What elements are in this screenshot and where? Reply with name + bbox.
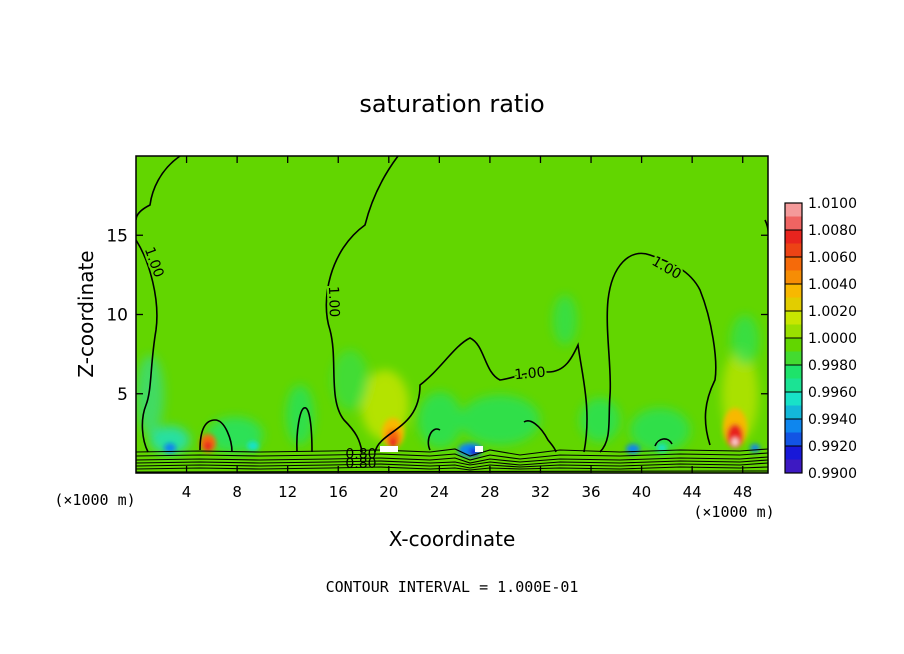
colorbar-segment-blend	[785, 432, 802, 447]
y-tick-label: 10	[106, 306, 128, 326]
colorbar-segment-blend	[785, 459, 802, 474]
x-tick-label: 40	[632, 483, 651, 501]
colorbar-label: 0.9920	[808, 439, 857, 455]
colorbar-label: 1.0080	[808, 223, 857, 239]
colorbar-segment-blend	[785, 297, 802, 312]
y-tick-label: 5	[117, 385, 128, 405]
x-tick-label: 20	[379, 483, 398, 501]
colorbar-segment	[785, 257, 802, 285]
x-tick-label: 32	[531, 483, 550, 501]
contour-label: 1.00	[514, 365, 546, 384]
colorbar-label: 0.9940	[808, 412, 857, 428]
y-axis-label: Z-coordinate	[74, 250, 98, 377]
colorbar-segment-blend	[785, 216, 802, 231]
contour-interval-note: CONTOUR INTERVAL = 1.000E-01	[326, 578, 579, 596]
x-tick-label: 48	[733, 483, 752, 501]
x-axis-label: X-coordinate	[389, 527, 516, 551]
colorbar: 1.0100 1.0080 1.0060 1.0040 1.0020 1.0000 0.99…	[784, 196, 857, 482]
x-unit-right: (×1000 m)	[693, 503, 774, 521]
colorbar-label: 1.0020	[808, 304, 857, 320]
contour-lines-1-00	[136, 156, 768, 453]
colorbar-segment	[785, 284, 802, 312]
colorbar-label: 0.9960	[808, 385, 857, 401]
colorbar-segment	[785, 446, 802, 474]
colorbar-segment-blend	[785, 324, 802, 339]
x-tick-label: 12	[278, 483, 297, 501]
y-tick-label: 15	[106, 226, 128, 246]
colorbar-segment-blend	[785, 243, 802, 258]
x-tick-label: 28	[480, 483, 499, 501]
colorbar-label: 1.0040	[808, 277, 857, 293]
colorbar-segment	[785, 419, 802, 447]
contour-label: 0.80	[345, 447, 376, 463]
x-tick-label: 8	[232, 483, 242, 501]
colorbar-segment-blend	[785, 378, 802, 393]
x-tick-label: 36	[581, 483, 600, 501]
x-tick-label: 44	[683, 483, 702, 501]
x-tick-label: 16	[329, 483, 348, 501]
x-tick-label: 4	[182, 483, 192, 501]
y-axis-ticks: 5 10 15	[106, 226, 768, 405]
colorbar-label: 1.0000	[808, 331, 857, 347]
contour-label: 1.00	[325, 286, 342, 318]
chart-title: saturation ratio	[359, 90, 544, 118]
lower-contour-stack	[136, 448, 768, 473]
colorbar-segment-blend	[785, 405, 802, 420]
colorbar-segment-blend	[785, 351, 802, 366]
x-tick-label: 24	[430, 483, 449, 501]
colorbar-segment-blend	[785, 270, 802, 285]
colorbar-label: 0.9980	[808, 358, 857, 374]
x-axis-ticks: 4 8 12 16 20 24 28 32 36 40 44 48	[182, 156, 752, 501]
colorbar-segment	[785, 230, 802, 258]
plot-area	[136, 156, 768, 473]
contour-label: 0.80	[345, 456, 376, 472]
colorbar-segment	[785, 338, 802, 366]
colorbar-label: 0.9900	[808, 466, 857, 482]
colorbar-segment	[785, 392, 802, 420]
x-unit-left: (×1000 m)	[54, 491, 135, 509]
colorbar-label: 1.0100	[808, 196, 857, 212]
colorbar-segment	[785, 365, 802, 393]
colorbar-segment	[785, 203, 802, 231]
colorbar-segment	[785, 311, 802, 339]
colorbar-label: 1.0060	[808, 250, 857, 266]
